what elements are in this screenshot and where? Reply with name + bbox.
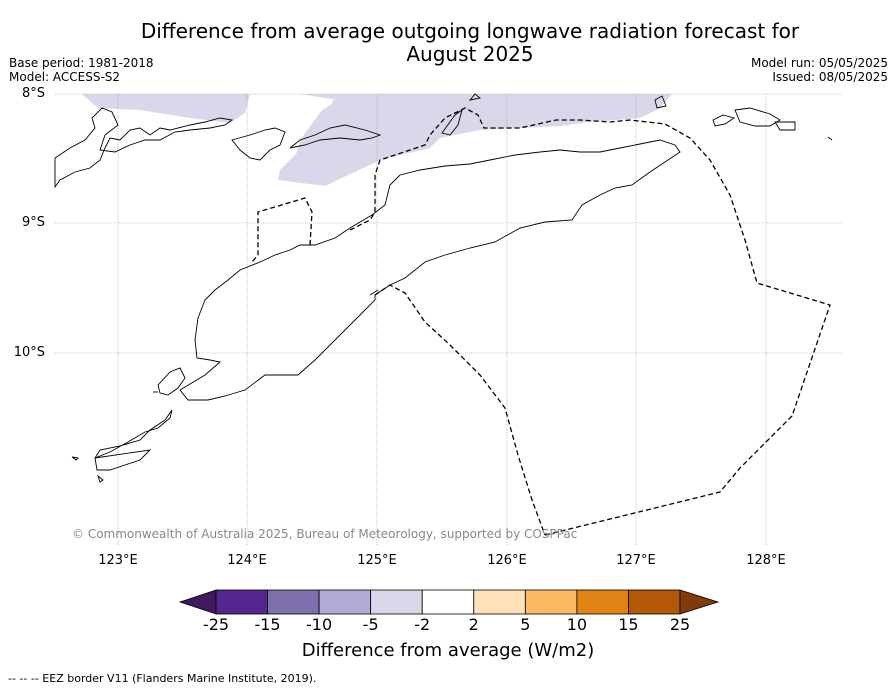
meta-left: Base period: 1981-2018 Model: ACCESS-S2 <box>9 56 154 84</box>
lon-label-128e: 128°E <box>746 553 786 568</box>
meta-right: Model run: 05/05/2025 Issued: 08/05/2025 <box>751 56 888 84</box>
colorbar-bin <box>421 589 475 615</box>
model-name: Model: ACCESS-S2 <box>9 70 121 84</box>
lon-label-127e: 127°E <box>616 553 656 568</box>
map-title: Difference from average outgoing longwav… <box>0 20 896 66</box>
model-run: Model run: 05/05/2025 <box>750 56 888 70</box>
colorbar-tick-label: 2 <box>468 615 479 634</box>
colorbar-extend-high <box>679 589 720 615</box>
colorbar-tick-label: -15 <box>254 615 281 634</box>
lon-label-126e: 126°E <box>487 553 527 568</box>
title-line-2: August 2025 <box>406 42 534 66</box>
colorbar-tick-label: -25 <box>202 615 230 634</box>
colorbar-bin <box>628 589 681 615</box>
colorbar-tick-label: -5 <box>362 615 379 634</box>
colorbar-bin <box>215 589 268 615</box>
colorbar-bin <box>267 589 320 615</box>
colorbar-bin <box>370 589 423 615</box>
lat-label-10s: 10°S <box>13 345 45 360</box>
colorbar-extend-low <box>178 589 217 615</box>
lat-label-9s: 9°S <box>21 215 45 230</box>
coastlines <box>54 93 833 483</box>
colorbar-tick-label: -2 <box>414 615 431 634</box>
colorbar-title: Difference from average (W/m2) <box>301 640 595 661</box>
colorbar-bin <box>524 589 578 615</box>
anomaly-shading <box>82 94 672 186</box>
copyright-notice: © Commonwealth of Australia 2025, Bureau… <box>72 527 578 541</box>
lon-label-125e: 125°E <box>357 553 397 568</box>
eez-footnote: -- -- -- EEZ border V11 (Flanders Marine… <box>8 672 317 685</box>
colorbar-bin <box>318 589 372 615</box>
colorbar-tick-label: 10 <box>566 615 588 634</box>
issued-date: Issued: 08/05/2025 <box>772 70 888 84</box>
colorbar-bin <box>473 589 526 615</box>
base-period: Base period: 1981-2018 <box>9 56 154 70</box>
title-line-1: Difference from average outgoing longwav… <box>140 19 800 43</box>
lat-label-8s: 8°S <box>21 86 45 101</box>
lon-label-124e: 124°E <box>227 553 267 568</box>
colorbar-tick-label: -10 <box>306 615 333 634</box>
lon-label-123e: 123°E <box>98 553 138 568</box>
colorbar-tick-label: 15 <box>618 615 639 634</box>
colorbar-tick-label: 5 <box>520 615 531 634</box>
colorbar-tick-label: 25 <box>669 615 691 634</box>
colorbar <box>178 589 720 615</box>
gridlines <box>55 93 843 545</box>
colorbar-bin <box>576 589 629 615</box>
eez-border <box>251 107 831 536</box>
